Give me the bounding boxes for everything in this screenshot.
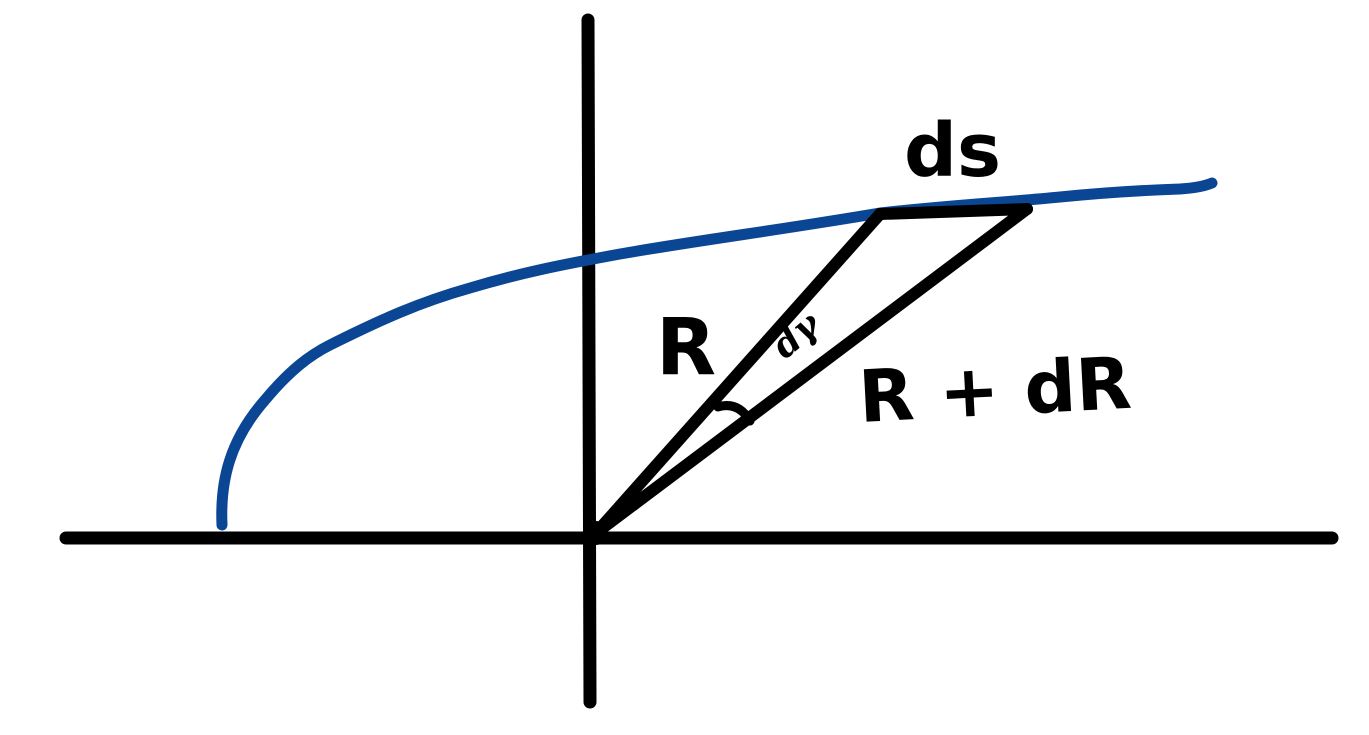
angle-arc bbox=[713, 401, 755, 426]
curve bbox=[216, 177, 1218, 531]
radius-r-line bbox=[590, 208, 886, 539]
r-plus-dr-label: R + dR bbox=[856, 341, 1133, 439]
ds-segment bbox=[874, 203, 1033, 220]
y-axis bbox=[581, 13, 597, 709]
ds-label: ds bbox=[904, 108, 1001, 194]
r-label: R bbox=[656, 303, 716, 393]
radius-r-plus-dr-line bbox=[590, 203, 1033, 539]
